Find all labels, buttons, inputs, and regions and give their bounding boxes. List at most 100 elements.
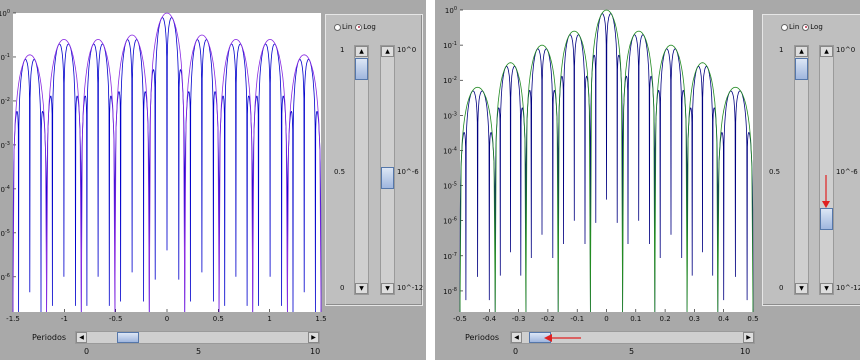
linear-max-label: 1	[340, 46, 345, 54]
log-slider-up-arrow[interactable]: ▲	[820, 46, 833, 57]
lin-radio-label: Lin	[342, 23, 353, 31]
log-min-label: 10^-12	[397, 284, 424, 292]
lin-radio-label: Lin	[789, 23, 800, 31]
series-line	[459, 9, 754, 313]
log-mid-label: 10^-6	[836, 168, 858, 176]
periods-tick-5: 5	[196, 347, 202, 356]
left-plot-axes: -1.5 -1 -0.5 0 0.5 1 1.5 100 10-1 10-2 10-3 10-4 10-…	[0, 9, 327, 323]
series-line	[12, 17, 322, 313]
x-tick-label: -0.3	[512, 315, 526, 323]
linear-slider-up-arrow[interactable]: ▲	[355, 46, 368, 57]
linear-slider-up-arrow[interactable]: ▲	[795, 46, 808, 57]
y-tick-label: 10-6	[443, 217, 457, 226]
linear-slider-thumb[interactable]	[795, 58, 808, 80]
x-tick-label: 0	[165, 315, 169, 323]
x-tick-label: 1.5	[315, 315, 326, 323]
series-line	[459, 13, 754, 313]
x-tick-label: 0	[604, 315, 608, 323]
log-max-label: 10^0	[397, 46, 417, 54]
y-tick-label: 10-8	[443, 287, 457, 296]
log-slider-thumb[interactable]	[381, 167, 394, 189]
periods-left-arrow[interactable]: ◀	[76, 332, 87, 343]
right-plot-axes: -0.5 -0.4 -0.3 -0.2 -0.1 0 0.1 0.2 0.3 0.4 0.5 100 1…	[443, 6, 758, 323]
x-tick-label: 0.3	[689, 315, 700, 323]
y-tick-label: 10-7	[443, 252, 457, 261]
y-tick-label: 10-5	[0, 229, 10, 238]
lin-radio[interactable]: Lin	[781, 23, 799, 31]
log-radio-dot[interactable]	[802, 23, 810, 31]
periods-slider[interactable]: ◀ ▶	[510, 331, 755, 344]
log-scale-slider[interactable]: ▲ ▼	[819, 45, 834, 295]
log-radio[interactable]: Log	[802, 23, 823, 31]
linear-mid-label: 0.5	[334, 168, 346, 176]
linear-slider-down-arrow[interactable]: ▼	[355, 283, 368, 294]
right-window: -0.5 -0.4 -0.3 -0.2 -0.1 0 0.1 0.2 0.3 0.4 0.5 100 1…	[435, 0, 860, 360]
periods-tick-10: 10	[740, 347, 751, 356]
lin-radio-dot[interactable]	[781, 23, 788, 31]
linear-mid-label: 0.5	[769, 168, 781, 176]
log-max-label: 10^0	[836, 46, 856, 54]
log-radio-label: Log	[363, 23, 376, 31]
periods-slider[interactable]: ◀ ▶	[75, 331, 320, 344]
y-tick-label: 10-2	[0, 97, 10, 106]
log-radio-label: Log	[810, 23, 823, 31]
linear-min-label: 0	[340, 284, 345, 292]
y-tick-label: 10-1	[0, 53, 10, 62]
y-tick-label: 10-3	[0, 141, 10, 150]
series-line	[12, 12, 322, 313]
log-slider-down-arrow[interactable]: ▼	[820, 283, 833, 294]
y-tick-label: 10-5	[443, 182, 457, 191]
lin-radio-dot[interactable]	[334, 23, 341, 31]
scale-radio-group: Lin Log	[781, 23, 823, 31]
linear-scale-slider[interactable]: ▲ ▼	[794, 45, 809, 295]
periods-left-arrow[interactable]: ◀	[511, 332, 522, 343]
linear-slider-thumb[interactable]	[355, 58, 368, 80]
x-tick-label: 0.5	[213, 315, 224, 323]
periods-right-arrow[interactable]: ▶	[308, 332, 319, 343]
x-tick-label: -1.5	[6, 315, 20, 323]
periods-label: Periodos	[32, 333, 67, 342]
log-slider-down-arrow[interactable]: ▼	[381, 283, 394, 294]
linear-slider-down-arrow[interactable]: ▼	[795, 283, 808, 294]
periods-label: Periodos	[465, 333, 500, 342]
lin-radio[interactable]: Lin	[334, 23, 352, 31]
x-tick-label: 0.4	[718, 315, 730, 323]
x-tick-label: 0.5	[747, 315, 758, 323]
periods-tick-5: 5	[629, 347, 635, 356]
x-tick-label: 0.2	[660, 315, 671, 323]
left-control-panel: Lin Log 1 0.5 0 ▲ ▼ ▲ ▼ 10^0 10^-6 10^-1…	[325, 14, 423, 306]
x-tick-label: -0.4	[482, 315, 496, 323]
log-slider-thumb[interactable]	[820, 208, 833, 230]
x-tick-label: -0.2	[541, 315, 555, 323]
x-tick-label: -0.1	[570, 315, 584, 323]
periods-tick-0: 0	[84, 347, 90, 356]
y-tick-label: 10-6	[0, 273, 10, 282]
periods-right-arrow[interactable]: ▶	[743, 332, 754, 343]
x-tick-label: -0.5	[109, 315, 123, 323]
red-arrow-annotation-icon	[544, 334, 581, 342]
y-tick-label: 10-4	[443, 146, 457, 155]
periods-slider-thumb[interactable]	[117, 332, 139, 343]
log-min-label: 10^-12	[836, 284, 860, 292]
x-tick-label: 0.1	[630, 315, 641, 323]
y-tick-label: 100	[0, 9, 10, 18]
red-arrow-annotation-icon	[822, 175, 830, 208]
log-radio[interactable]: Log	[355, 23, 376, 31]
linear-min-label: 0	[779, 284, 784, 292]
periods-tick-0: 0	[513, 347, 519, 356]
log-mid-label: 10^-6	[397, 168, 419, 176]
periods-tick-10: 10	[310, 347, 321, 356]
right-plot-svg: -0.5 -0.4 -0.3 -0.2 -0.1 0 0.1 0.2 0.3 0.4 0.5 100 1…	[443, 6, 758, 323]
y-tick-label: 100	[445, 6, 457, 15]
y-tick-label: 10-4	[0, 185, 10, 194]
x-tick-label: -0.5	[453, 315, 467, 323]
y-tick-label: 10-2	[443, 76, 457, 85]
log-radio-dot[interactable]	[355, 23, 363, 31]
y-tick-label: 10-1	[443, 41, 457, 50]
linear-max-label: 1	[779, 46, 784, 54]
left-plot-svg: -1.5 -1 -0.5 0 0.5 1 1.5 100 10-1 10-2 10-3 10-4 10-…	[0, 9, 327, 323]
log-slider-up-arrow[interactable]: ▲	[381, 46, 394, 57]
linear-scale-slider[interactable]: ▲ ▼	[354, 45, 369, 295]
log-scale-slider[interactable]: ▲ ▼	[380, 45, 395, 295]
x-tick-label: -1	[61, 315, 68, 323]
